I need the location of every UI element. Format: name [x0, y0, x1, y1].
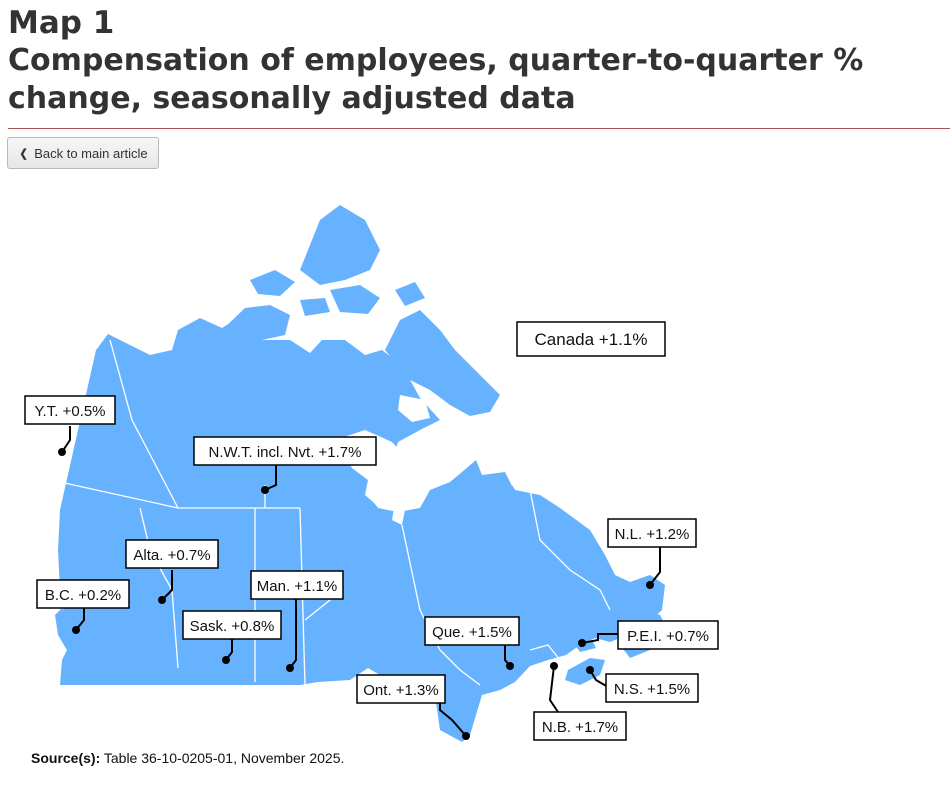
pei-island [575, 640, 596, 652]
label-alta-text: Alta. +0.7% [133, 547, 210, 564]
title-divider [8, 128, 950, 129]
source-label: Source(s): [31, 750, 101, 766]
dot-alta [158, 596, 166, 604]
label-que-text: Que. +1.5% [432, 624, 512, 641]
page-title: Compensation of employees, quarter-to-qu… [8, 43, 864, 116]
vancouver-island [55, 608, 78, 652]
dot-yt [58, 448, 66, 456]
victoria-island [222, 305, 290, 340]
leader-yt [61, 426, 71, 453]
canada-map: Canada +1.1% Y.T. +0.5% N.W.T. incl. Nvt… [24, 205, 719, 742]
label-man: Man. +1.1% [250, 570, 344, 600]
dot-ns [586, 666, 594, 674]
border-que-nb [529, 644, 561, 661]
border-ont-que [401, 524, 481, 686]
arctic-island-5 [360, 362, 388, 384]
dot-sask [222, 656, 230, 664]
label-nb-text: N.B. +1.7% [542, 719, 618, 736]
ellesmere-island [300, 205, 380, 285]
label-pei: P.E.I. +0.7% [617, 620, 719, 650]
label-ont-text: Ont. +1.3% [363, 682, 438, 699]
label-yt-text: Y.T. +0.5% [34, 403, 105, 420]
border-yt-bc [59, 481, 179, 509]
dot-pei [578, 639, 586, 647]
leader-nl-line [649, 547, 661, 586]
border-bc-alta [139, 507, 179, 669]
label-ns: N.S. +1.5% [605, 673, 699, 703]
label-ns-text: N.S. +1.5% [614, 681, 690, 698]
label-nwt-text: N.W.T. incl. Nvt. +1.7% [209, 444, 362, 461]
label-nb: N.B. +1.7% [533, 711, 627, 741]
label-nl: N.L. +1.2% [607, 518, 697, 548]
arctic-island-3 [300, 298, 330, 316]
leader-nb [548, 665, 559, 713]
leader-alta [161, 570, 173, 601]
label-man-text: Man. +1.1% [257, 578, 337, 595]
dot-ont [462, 732, 470, 740]
title-block: Map 1 Compensation of employees, quarter… [8, 4, 943, 118]
label-canada: Canada +1.1% [516, 321, 666, 357]
back-to-article-button[interactable]: ❮ Back to main article [7, 137, 159, 169]
foxe-basin [398, 395, 430, 422]
leader-bc [75, 606, 85, 631]
nova-scotia [565, 658, 605, 685]
label-pei-text: P.E.I. +0.7% [627, 628, 709, 645]
james-bay [392, 502, 405, 525]
dot-bc [72, 626, 80, 634]
label-nl-text: N.L. +1.2% [615, 526, 690, 543]
label-nwt: N.W.T. incl. Nvt. +1.7% [193, 436, 377, 466]
label-alta: Alta. +0.7% [125, 539, 219, 569]
region-dots [58, 448, 654, 740]
source-text: Table 36-10-0205-01, November 2025. [103, 750, 345, 766]
border-yt-nwt [109, 339, 179, 509]
region-labels: Canada +1.1% Y.T. +0.5% N.W.T. incl. Nvt… [24, 321, 719, 741]
source-note: Source(s): Table 36-10-0205-01, November… [31, 750, 344, 766]
label-ont: Ont. +1.3% [356, 674, 446, 704]
arctic-island-1 [250, 270, 295, 296]
label-bc-text: B.C. +0.2% [45, 587, 121, 604]
dot-que [506, 662, 514, 670]
dot-nb [550, 662, 558, 670]
baffin-island [385, 310, 500, 416]
label-sask: Sask. +0.8% [182, 610, 282, 640]
label-sask-text: Sask. +0.8% [190, 618, 275, 635]
leader-nwt [264, 464, 277, 491]
southampton-island [350, 402, 380, 424]
dot-man [286, 664, 294, 672]
label-bc: B.C. +0.2% [36, 579, 130, 609]
leader-pei [581, 633, 620, 644]
map-number: Map 1 [8, 5, 115, 41]
back-button-label: Back to main article [34, 145, 148, 161]
label-que: Que. +1.5% [424, 616, 520, 646]
arctic-island-2 [330, 285, 380, 314]
label-yt: Y.T. +0.5% [24, 395, 116, 425]
ungava-bay [505, 468, 526, 486]
arctic-island-4 [395, 282, 425, 306]
border-que-nl [529, 489, 611, 611]
label-canada-text: Canada +1.1% [535, 330, 648, 349]
leader-ont [439, 702, 467, 737]
chevron-left-icon: ❮ [19, 147, 28, 160]
dot-nwt [261, 486, 269, 494]
